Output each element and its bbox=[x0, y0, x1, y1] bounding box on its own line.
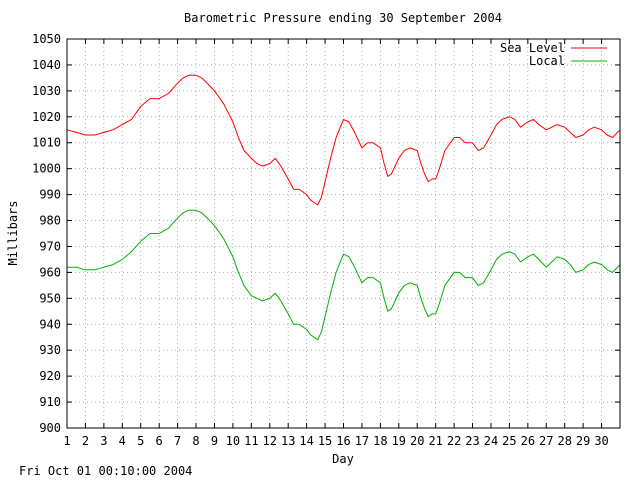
y-tick-label: 970 bbox=[39, 239, 61, 253]
x-tick-label: 22 bbox=[447, 434, 461, 448]
footer-timestamp: Fri Oct 01 00:10:00 2004 bbox=[19, 464, 193, 478]
y-tick-label: 940 bbox=[39, 317, 61, 331]
series-line-local bbox=[67, 209, 621, 341]
y-tick-label: 920 bbox=[39, 369, 61, 383]
x-tick-label: 11 bbox=[244, 434, 258, 448]
x-tick-label: 5 bbox=[137, 434, 144, 448]
series-lines bbox=[66, 74, 621, 341]
series-line-sea-level bbox=[66, 74, 621, 206]
x-tick-label: 24 bbox=[484, 434, 498, 448]
x-tick-label: 30 bbox=[594, 434, 608, 448]
x-tick-label: 15 bbox=[318, 434, 332, 448]
y-tick-label: 910 bbox=[39, 395, 61, 409]
x-axis-ticks: 1 2 3 4 5 6 7 8 9 10 11 12 13 14 15 16 17 18 19 20 21 22 23 24 2… bbox=[63, 39, 609, 448]
x-tick-label: 1 bbox=[63, 434, 70, 448]
x-tick-label: 18 bbox=[373, 434, 387, 448]
x-tick-label: 7 bbox=[174, 434, 181, 448]
y-tick-label: 1010 bbox=[32, 136, 61, 150]
x-tick-label: 17 bbox=[355, 434, 369, 448]
x-tick-label: 16 bbox=[336, 434, 350, 448]
x-tick-label: 12 bbox=[263, 434, 277, 448]
y-tick-label: 980 bbox=[39, 214, 61, 228]
x-tick-label: 2 bbox=[82, 434, 89, 448]
y-tick-label: 950 bbox=[39, 291, 61, 305]
legend-label: Local bbox=[529, 54, 565, 68]
x-tick-label: 21 bbox=[428, 434, 442, 448]
y-tick-label: 900 bbox=[39, 421, 61, 435]
x-tick-label: 25 bbox=[502, 434, 516, 448]
x-tick-label: 29 bbox=[576, 434, 590, 448]
x-tick-label: 6 bbox=[156, 434, 163, 448]
y-tick-label: 990 bbox=[39, 188, 61, 202]
x-tick-label: 9 bbox=[211, 434, 218, 448]
x-tick-label: 28 bbox=[557, 434, 571, 448]
x-tick-label: 23 bbox=[465, 434, 479, 448]
y-tick-label: 1040 bbox=[32, 58, 61, 72]
x-tick-label: 26 bbox=[521, 434, 535, 448]
y-tick-label: 1030 bbox=[32, 84, 61, 98]
y-tick-label: 1020 bbox=[32, 110, 61, 124]
y-tick-label: 1050 bbox=[32, 32, 61, 46]
chart-title: Barometric Pressure ending 30 September … bbox=[184, 11, 502, 25]
x-tick-label: 8 bbox=[192, 434, 199, 448]
plot-frame bbox=[66, 38, 621, 429]
legend-label: Sea Level bbox=[500, 41, 565, 55]
x-tick-label: 19 bbox=[392, 434, 406, 448]
x-tick-label: 13 bbox=[281, 434, 295, 448]
x-tick-label: 4 bbox=[119, 434, 126, 448]
y-tick-label: 930 bbox=[39, 343, 61, 357]
y-axis-ticks: 900 910 920 930 940 950 960 970 980 990 1000 1010 10… bbox=[32, 32, 620, 435]
x-axis-label: Day bbox=[332, 452, 354, 466]
x-tick-label: 20 bbox=[410, 434, 424, 448]
grid-lines bbox=[67, 39, 620, 428]
x-tick-label: 14 bbox=[299, 434, 313, 448]
x-tick-label: 27 bbox=[539, 434, 553, 448]
y-tick-label: 1000 bbox=[32, 162, 61, 176]
y-tick-label: 960 bbox=[39, 265, 61, 279]
x-tick-label: 10 bbox=[226, 434, 240, 448]
x-tick-label: 3 bbox=[100, 434, 107, 448]
